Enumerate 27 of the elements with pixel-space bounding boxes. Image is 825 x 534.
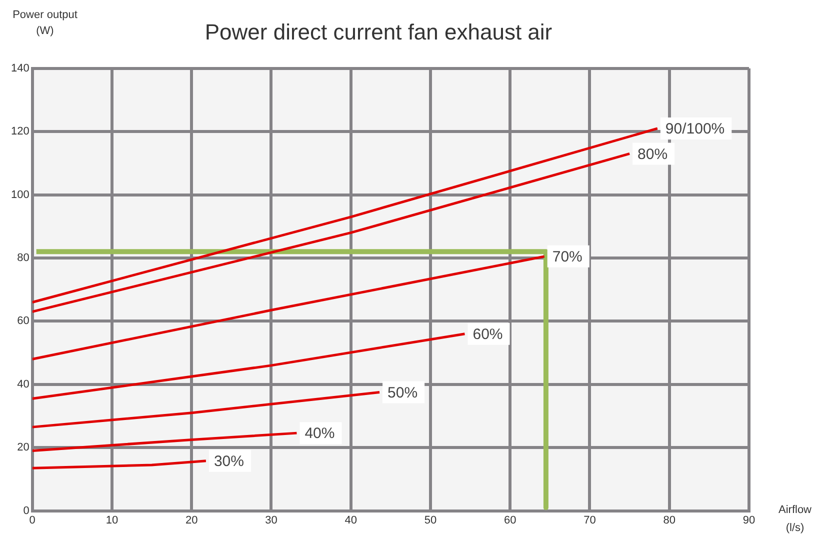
x-tick-label: 30: [265, 514, 278, 526]
series-label: 40%: [304, 425, 335, 442]
series-label: 50%: [388, 384, 418, 402]
y-axis-title: Power output (W): [12, 9, 78, 37]
series-label: 90/100%: [665, 120, 725, 138]
series-label: 60%: [472, 326, 503, 343]
y-tick-label: 0: [23, 504, 30, 517]
series-label: 30%: [214, 453, 244, 470]
x-tick-label: 60: [504, 514, 516, 526]
x-tick-label: 50: [424, 514, 437, 526]
y-tick-label: 40: [17, 378, 30, 390]
x-tick-label: 10: [106, 514, 118, 526]
y-tick-label: 120: [10, 126, 30, 138]
y-tick-label: 140: [10, 62, 30, 74]
y-tick-label: 20: [17, 442, 30, 454]
chart-title: Power direct current fan exhaust air: [204, 19, 552, 44]
y-tick-label: 60: [17, 315, 30, 328]
series-label: 80%: [638, 146, 668, 163]
x-tick-label: 80: [663, 514, 676, 526]
x-tick-label: 40: [344, 514, 357, 526]
series-label: 70%: [552, 248, 582, 266]
x-tick-label: 70: [584, 514, 596, 526]
y-tick-label: 100: [10, 188, 30, 201]
x-axis-title: Airflow (l/s): [778, 504, 812, 534]
x-tick-label: 90: [742, 514, 756, 526]
y-tick-label: 80: [17, 252, 30, 264]
x-tick-label: 20: [185, 514, 198, 526]
